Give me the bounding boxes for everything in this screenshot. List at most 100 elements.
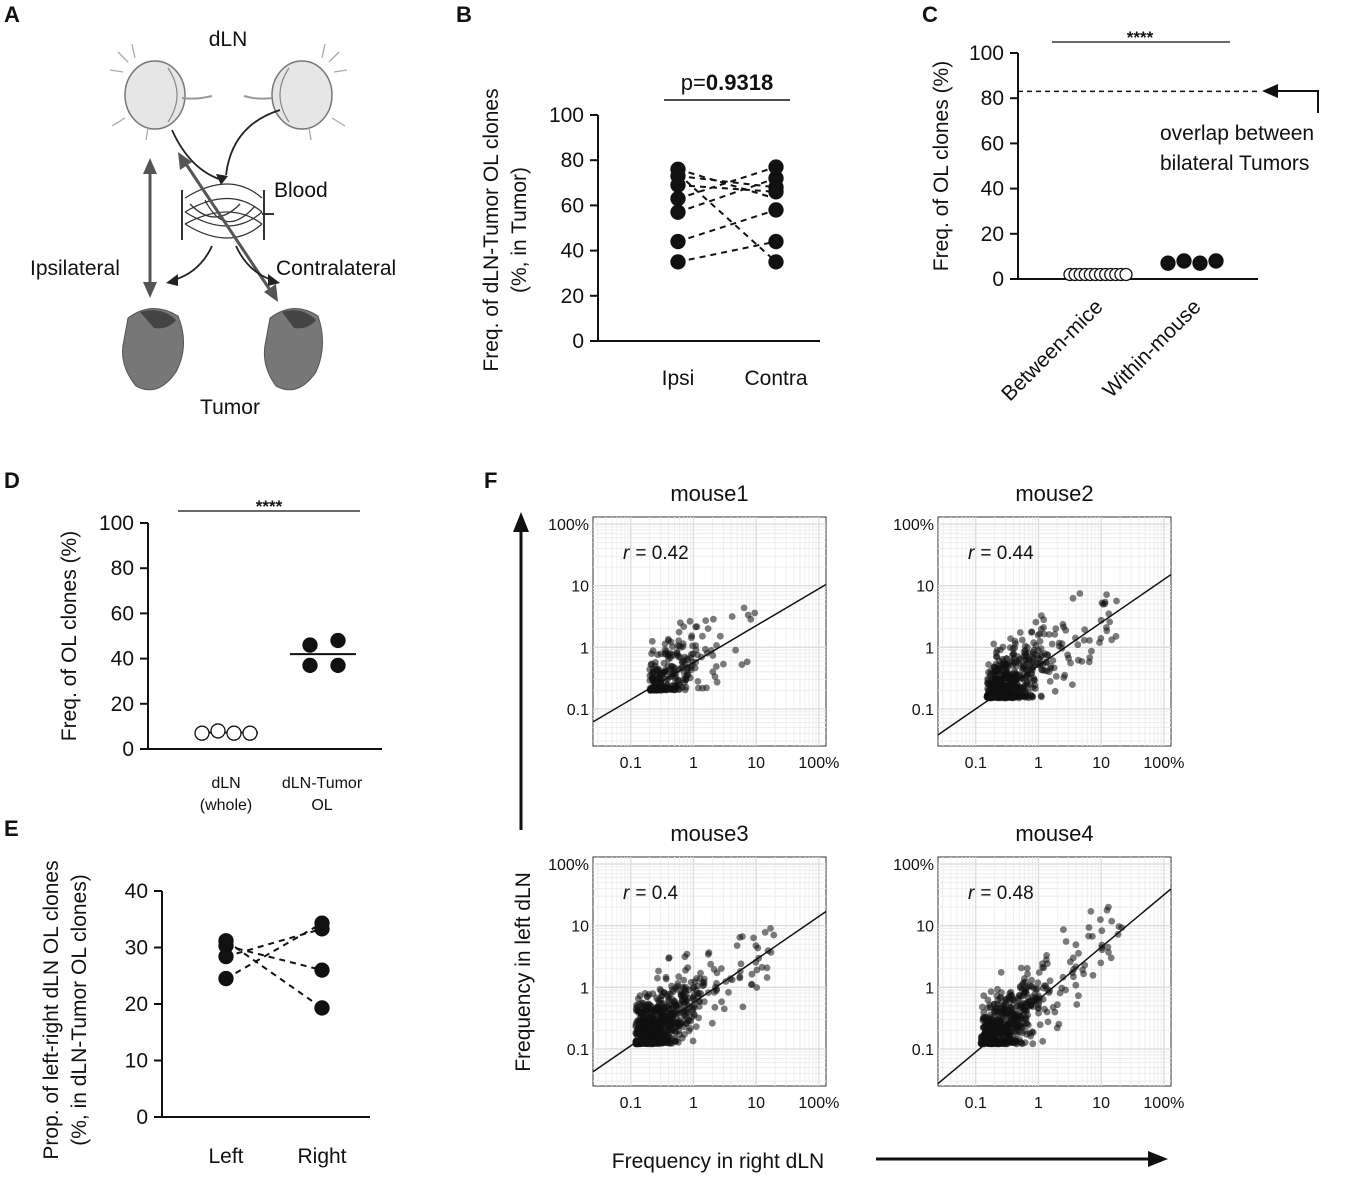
f-point: [1048, 640, 1056, 648]
f-point: [1058, 984, 1066, 992]
lymph-node-right-icon: [243, 43, 348, 141]
f-ytick-label: 0.1: [567, 702, 589, 719]
f-point: [748, 980, 756, 988]
f-r-value: = 0.48: [980, 883, 1033, 904]
d-xtick-dln-line1: dLN: [211, 775, 240, 792]
f-point: [681, 1031, 688, 1038]
f-point: [699, 982, 707, 990]
f-point: [1047, 664, 1055, 672]
f-point: [710, 989, 718, 996]
f-point: [709, 652, 717, 659]
f-point: [754, 944, 762, 952]
f-xtick-label: 1: [689, 755, 698, 772]
f-point: [758, 963, 766, 971]
f-point: [1105, 948, 1112, 956]
f-point: [1039, 960, 1046, 968]
f-point: [1031, 990, 1039, 998]
f-point: [680, 623, 688, 630]
f-point: [1030, 676, 1038, 684]
f-point: [680, 1023, 688, 1031]
f-point: [1009, 651, 1016, 659]
b-xtick-ipsi: Ipsi: [662, 367, 695, 390]
f-point: [665, 637, 672, 644]
f-point: [1062, 938, 1070, 945]
f-xtick-label: 100%: [798, 1095, 839, 1112]
f-point: [1003, 669, 1010, 676]
f-point: [640, 1038, 648, 1046]
f-point: [1104, 943, 1112, 951]
f-point: [694, 678, 702, 685]
f-point: [648, 637, 656, 645]
f-xtick-label: 0.1: [620, 1095, 642, 1112]
f-point: [984, 996, 992, 1004]
f-point: [1035, 969, 1043, 976]
f-point: [1011, 1035, 1019, 1043]
f-xtick-label: 0.1: [965, 755, 987, 772]
f-point: [728, 613, 736, 620]
f-point: [1086, 637, 1093, 644]
b-ytick-label: 80: [561, 149, 584, 172]
f-point: [999, 1038, 1006, 1046]
f-point: [1028, 976, 1035, 984]
e-ytick-label: 10: [125, 1050, 148, 1073]
e-pair-line: [225, 944, 323, 972]
f-point: [1080, 636, 1088, 644]
f-ytick-label: 100%: [548, 517, 589, 534]
f-regression-line: [937, 888, 1172, 1085]
f-ytick-label: 1: [580, 640, 589, 657]
f-point: [753, 966, 761, 974]
f-point: [687, 978, 695, 986]
f-ytick-label: 1: [580, 980, 589, 997]
f-point: [1070, 973, 1077, 981]
f-point: [984, 1004, 992, 1012]
f-point: [649, 669, 657, 676]
tumor-right-icon: [263, 308, 323, 391]
f-point: [676, 653, 684, 661]
e-pair-line: [225, 927, 323, 958]
f-point: [1018, 1039, 1025, 1047]
f-r-annotation: r = 0.44: [968, 543, 1034, 564]
e-point-left: [218, 970, 234, 987]
f-point: [662, 975, 670, 983]
f-point: [1076, 590, 1084, 597]
label-ipsilateral: Ipsilateral: [30, 257, 120, 280]
f-point: [1080, 970, 1087, 978]
f-point: [1021, 646, 1029, 654]
f-point: [1103, 591, 1110, 598]
b-point-contra: [768, 202, 784, 218]
d-ytick-label: 60: [111, 602, 134, 625]
e-xtick-right: Right: [297, 1145, 346, 1168]
f-point: [1046, 977, 1054, 985]
f-point: [702, 617, 710, 624]
f-point: [1089, 971, 1097, 979]
f-point: [1002, 1000, 1009, 1008]
e-ylabel-line2: (%, in dLN-Tumor OL clones): [68, 874, 91, 1146]
b-ytick-label: 20: [561, 285, 584, 308]
f-ytick-label: 100%: [893, 857, 934, 874]
f-point: [641, 990, 649, 997]
f-point: [684, 1017, 692, 1025]
d-point-dln-whole: [210, 723, 226, 739]
c-xtick-within: Within-mouse: [1098, 295, 1205, 402]
f-point: [1032, 618, 1040, 626]
d-ytick-label: 100: [99, 512, 134, 535]
f-point: [1007, 689, 1015, 697]
f-ytick-label: 100%: [893, 517, 934, 534]
f-point: [649, 685, 656, 692]
f-point: [988, 1013, 995, 1021]
f-point: [664, 1004, 672, 1011]
f-point: [987, 988, 995, 995]
f-point: [692, 623, 699, 631]
f-point: [1040, 624, 1047, 631]
f-point: [1074, 641, 1082, 649]
f-point: [1046, 678, 1054, 685]
f-point: [997, 994, 1005, 1001]
d-xtick-dln-line2: (whole): [200, 797, 252, 814]
f-point: [1007, 1004, 1015, 1011]
f-point: [661, 684, 669, 691]
f-point: [1032, 642, 1040, 649]
f-point: [1022, 1027, 1029, 1035]
f-point: [665, 955, 673, 962]
e-pair-line: [225, 922, 323, 980]
